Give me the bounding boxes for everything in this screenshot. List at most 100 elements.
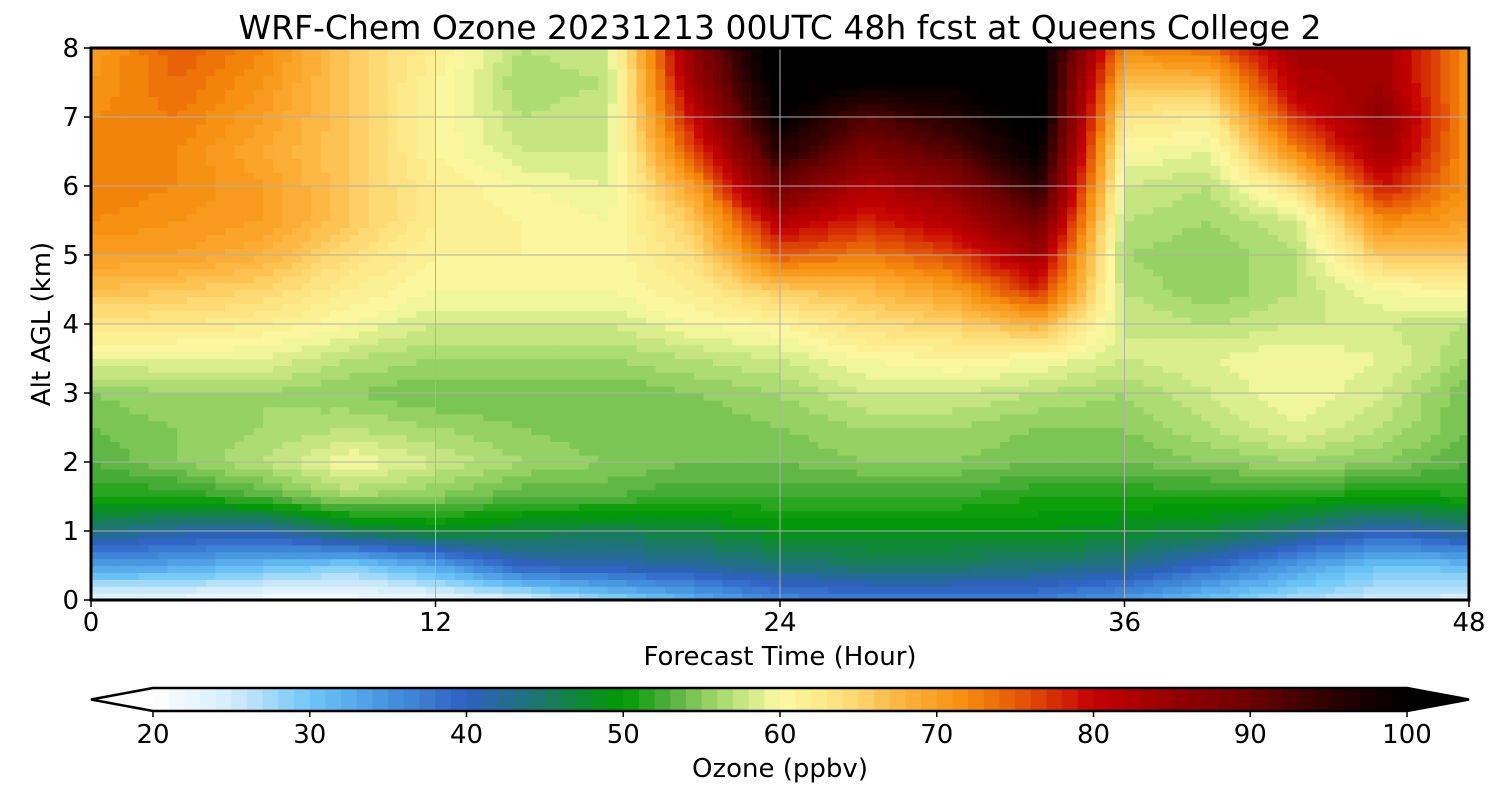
heatmap-cell — [224, 372, 236, 380]
heatmap-cell — [846, 510, 858, 518]
heatmap-cell — [110, 399, 121, 408]
heatmap-cell — [91, 496, 102, 504]
heatmap-cell — [483, 537, 494, 546]
heatmap-cell — [445, 503, 456, 511]
heatmap-cell — [282, 489, 293, 498]
heatmap-cell — [875, 413, 886, 422]
heatmap-cell — [607, 482, 618, 491]
heatmap-cell — [550, 572, 561, 580]
heatmap-cell — [272, 455, 283, 463]
heatmap-cell — [1421, 427, 1432, 435]
heatmap-cell — [837, 544, 848, 553]
heatmap-cell — [1153, 475, 1164, 484]
heatmap-cell — [837, 379, 848, 387]
heatmap-cell — [1363, 420, 1374, 429]
heatmap-cell — [1000, 489, 1011, 498]
heatmap-cell — [665, 524, 676, 532]
heatmap-cell — [646, 462, 657, 470]
heatmap-cell — [454, 544, 465, 553]
heatmap-cell — [693, 365, 705, 373]
heatmap-cell — [1268, 496, 1279, 504]
heatmap-cell — [339, 531, 350, 539]
heatmap-cell — [952, 379, 963, 387]
heatmap-cell — [311, 406, 322, 415]
heatmap-cell — [205, 489, 216, 498]
heatmap-cell — [330, 448, 341, 456]
heatmap-cell — [1105, 455, 1116, 463]
heatmap-cell — [1363, 393, 1374, 401]
heatmap-cell — [1038, 386, 1049, 394]
heatmap-cell — [866, 406, 877, 415]
heatmap-cell — [358, 558, 370, 567]
heatmap-cell — [416, 524, 427, 532]
heatmap-cell — [607, 386, 618, 394]
heatmap-cell — [110, 441, 121, 449]
heatmap-cell — [148, 379, 159, 387]
heatmap-cell — [224, 517, 236, 525]
heatmap-cell — [674, 427, 685, 435]
heatmap-cell — [780, 393, 791, 401]
heatmap-cell — [751, 441, 762, 449]
heatmap-cell — [1057, 455, 1068, 463]
heatmap-cell — [1038, 503, 1049, 511]
heatmap-cell — [923, 489, 934, 498]
heatmap-cell — [1086, 544, 1097, 553]
heatmap-cell — [665, 462, 676, 470]
heatmap-cell — [808, 503, 819, 511]
heatmap-cell — [387, 413, 398, 422]
heatmap-cell — [244, 544, 255, 553]
heatmap-cell — [406, 448, 417, 456]
heatmap-cell — [492, 455, 504, 463]
heatmap-cell — [1411, 455, 1422, 463]
heatmap-cell — [693, 517, 705, 525]
heatmap-cell — [282, 420, 293, 429]
heatmap-cell — [349, 455, 360, 463]
heatmap-cell — [464, 413, 475, 422]
heatmap-cell — [521, 489, 532, 498]
heatmap-cell — [454, 462, 465, 470]
heatmap-cell — [846, 393, 858, 401]
heatmap-cell — [885, 496, 896, 504]
heatmap-cell — [1143, 503, 1154, 511]
heatmap-cell — [378, 579, 389, 587]
heatmap-cell — [244, 517, 255, 525]
heatmap-cell — [626, 579, 638, 587]
heatmap-cell — [617, 406, 628, 415]
heatmap-cell — [416, 482, 427, 491]
heatmap-cell — [368, 406, 379, 415]
heatmap-cell — [665, 358, 676, 366]
heatmap-cell — [1076, 379, 1087, 387]
heatmap-cell — [177, 455, 188, 463]
heatmap-cell — [713, 517, 724, 525]
heatmap-cell — [1076, 372, 1087, 380]
heatmap-cell — [1402, 551, 1413, 560]
heatmap-cell — [263, 537, 274, 546]
heatmap-cell — [818, 379, 829, 387]
heatmap-cell — [933, 489, 944, 498]
heatmap-cell — [215, 496, 226, 504]
heatmap-cell — [1105, 434, 1116, 442]
heatmap-cell — [808, 475, 819, 484]
heatmap-cell — [693, 420, 705, 429]
heatmap-cell — [540, 489, 551, 498]
heatmap-cell — [1047, 510, 1059, 518]
heatmap-cell — [885, 593, 896, 600]
heatmap-cell — [990, 393, 1001, 401]
heatmap-cell — [655, 399, 666, 408]
heatmap-cell — [1325, 393, 1336, 401]
heatmap-cell — [1009, 455, 1020, 463]
heatmap-cell — [1067, 475, 1078, 484]
heatmap-cell — [550, 531, 561, 539]
heatmap-cell — [971, 441, 982, 449]
heatmap-cell — [339, 524, 350, 532]
heatmap-cell — [1315, 565, 1327, 573]
heatmap-cell — [1019, 393, 1030, 401]
heatmap-cell — [291, 393, 303, 401]
heatmap-cell — [1172, 551, 1183, 560]
heatmap-cell — [1373, 455, 1384, 463]
heatmap-cell — [167, 434, 178, 442]
heatmap-cell — [770, 593, 781, 600]
heatmap-cell — [1344, 496, 1355, 504]
heatmap-cell — [1134, 427, 1145, 435]
heatmap-cell — [464, 434, 475, 442]
